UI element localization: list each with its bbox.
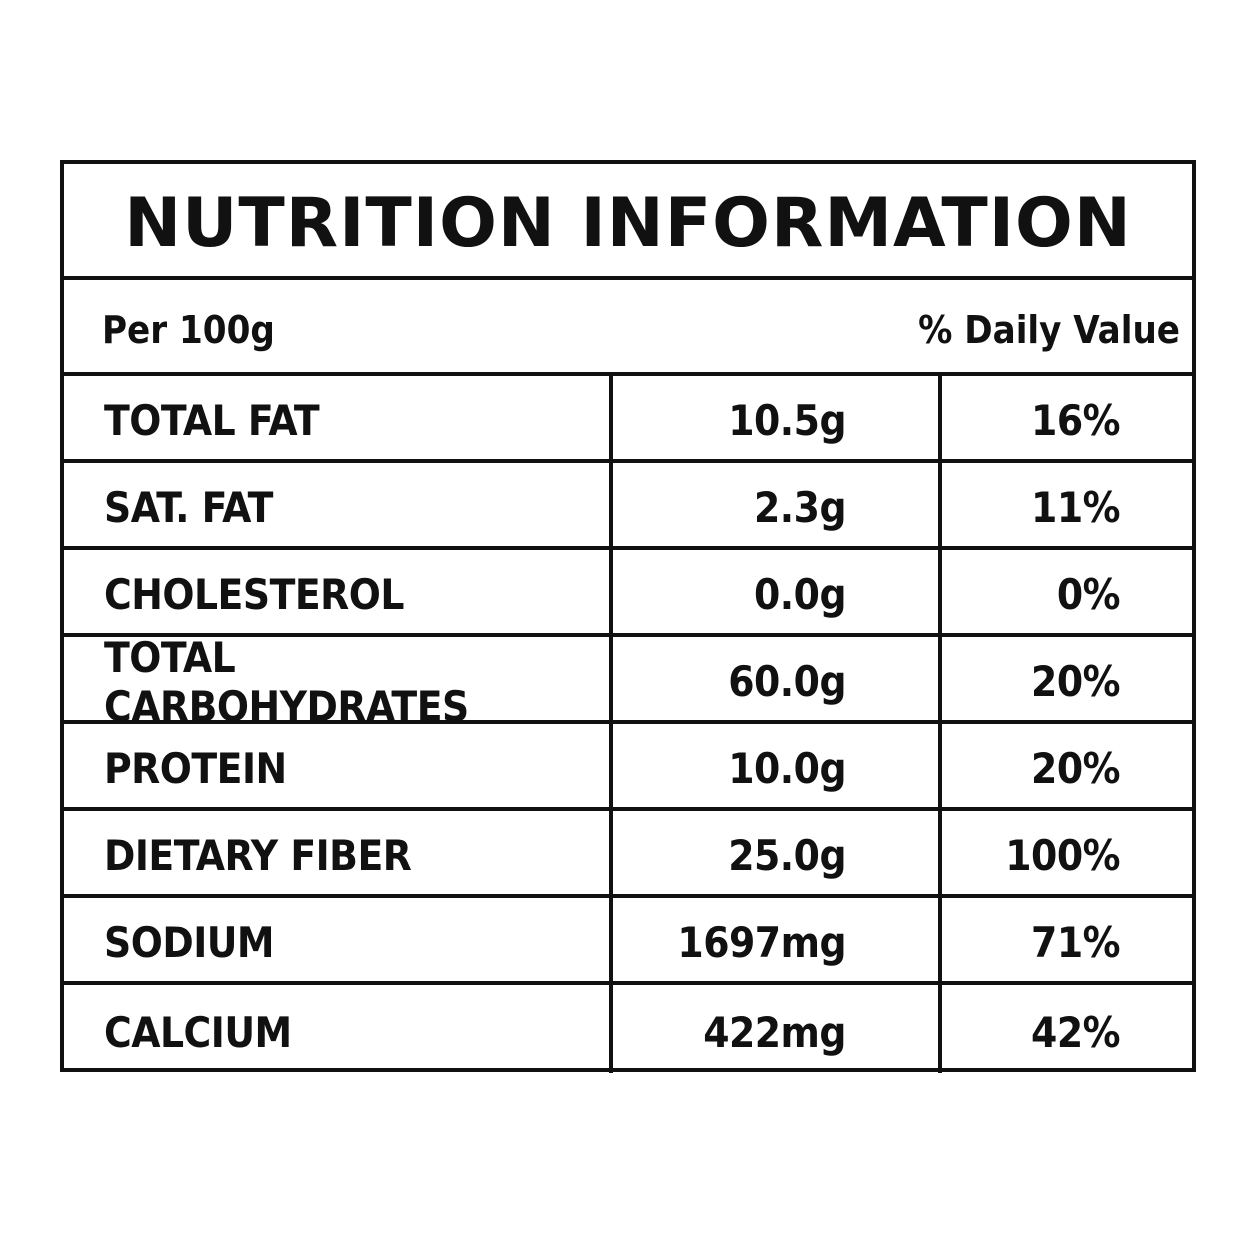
nutrient-row-dietary-fiber: DIETARY FIBER 25.0g 100% <box>64 811 1192 898</box>
nutrient-name: SAT. FAT <box>104 483 273 532</box>
nutrient-amount: 10.0g <box>609 724 938 807</box>
nutrient-amount: 422mg <box>609 985 938 1073</box>
nutrient-amount: 0.0g <box>609 550 938 633</box>
daily-value-header: % Daily Value <box>918 308 1180 352</box>
nutrient-row-sat-fat: SAT. FAT 2.3g 11% <box>64 463 1192 550</box>
nutrient-amount: 10.5g <box>609 376 938 459</box>
nutrient-daily-value: 71% <box>938 898 1192 981</box>
nutrient-daily-value: 100% <box>938 811 1192 894</box>
nutrition-label: NUTRITION INFORMATION Per 100g % Daily V… <box>60 160 1196 1073</box>
nutrient-name: CHOLESTEROL <box>104 570 404 619</box>
nutrient-daily-value: 20% <box>938 637 1192 720</box>
nutrient-daily-value: 0% <box>938 550 1192 633</box>
nutrient-daily-value: 16% <box>938 376 1192 459</box>
nutrient-row-total-fat: TOTAL FAT 10.5g 16% <box>64 376 1192 463</box>
nutrient-row-protein: PROTEIN 10.0g 20% <box>64 724 1192 811</box>
nutrient-table: TOTAL FAT 10.5g 16% SAT. FAT 2.3g 11% CH… <box>64 376 1192 1073</box>
nutrient-name: TOTAL CARBOHYDRATES <box>104 632 469 731</box>
nutrient-daily-value: 11% <box>938 463 1192 546</box>
nutrient-amount: 25.0g <box>609 811 938 894</box>
title-row: NUTRITION INFORMATION <box>64 164 1192 280</box>
nutrient-daily-value: 42% <box>938 985 1192 1073</box>
nutrient-name: CALCIUM <box>104 1007 292 1057</box>
nutrient-name: SODIUM <box>104 918 275 967</box>
header-row: Per 100g % Daily Value <box>64 280 1192 376</box>
nutrient-name: TOTAL FAT <box>104 396 320 445</box>
nutrient-name: PROTEIN <box>104 744 287 793</box>
nutrient-amount: 2.3g <box>609 463 938 546</box>
nutrient-row-total-carbohydrates: TOTAL CARBOHYDRATES 60.0g 20% <box>64 632 1192 731</box>
nutrient-daily-value: 20% <box>938 724 1192 807</box>
nutrient-row-calcium: CALCIUM 422mg 42% <box>64 985 1192 1073</box>
nutrient-amount: 60.0g <box>609 637 938 720</box>
label-title: NUTRITION INFORMATION <box>124 184 1132 263</box>
nutrient-row-sodium: SODIUM 1697mg 71% <box>64 898 1192 985</box>
nutrient-row-cholesterol: CHOLESTEROL 0.0g 0% <box>64 550 1192 637</box>
nutrient-amount: 1697mg <box>609 898 938 981</box>
serving-size: Per 100g <box>102 308 275 352</box>
nutrient-name: DIETARY FIBER <box>104 831 412 880</box>
